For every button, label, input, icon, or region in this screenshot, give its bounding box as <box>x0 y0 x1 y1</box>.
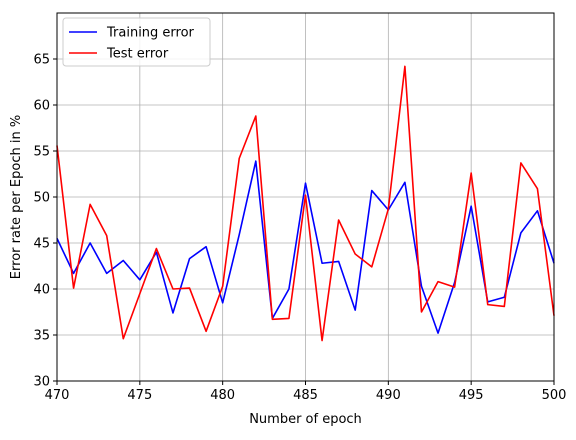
x-tick-label: 500 <box>542 388 567 403</box>
legend-label: Training error <box>106 26 195 41</box>
y-tick-label: 60 <box>33 99 50 114</box>
y-tick-label: 50 <box>33 191 50 206</box>
x-tick-label: 495 <box>459 388 484 403</box>
y-axis-label: Error rate per Epoch in % <box>9 115 24 279</box>
x-tick-label: 470 <box>45 388 70 403</box>
series-line-test-error <box>56 65 555 342</box>
series-lines <box>56 65 555 342</box>
legend: Training error Test error <box>62 17 211 67</box>
y-tick-label: 45 <box>33 237 50 252</box>
legend-label: Test error <box>106 47 169 62</box>
axis-ticks: 470 475 480 485 490 495 500 30 35 40 45 50 55 60 65 <box>33 53 566 404</box>
y-tick-label: 65 <box>33 53 50 68</box>
y-tick-label: 55 <box>33 145 50 160</box>
y-tick-label: 40 <box>33 283 50 298</box>
x-tick-label: 485 <box>293 388 318 403</box>
x-tick-label: 480 <box>210 388 235 403</box>
x-tick-label: 475 <box>127 388 152 403</box>
series-line-training-error <box>56 160 555 334</box>
y-tick-label: 35 <box>33 329 50 344</box>
y-tick-label: 30 <box>33 375 50 390</box>
x-tick-label: 490 <box>376 388 401 403</box>
legend-box <box>62 17 211 67</box>
x-axis-label: Number of epoch <box>249 412 362 427</box>
